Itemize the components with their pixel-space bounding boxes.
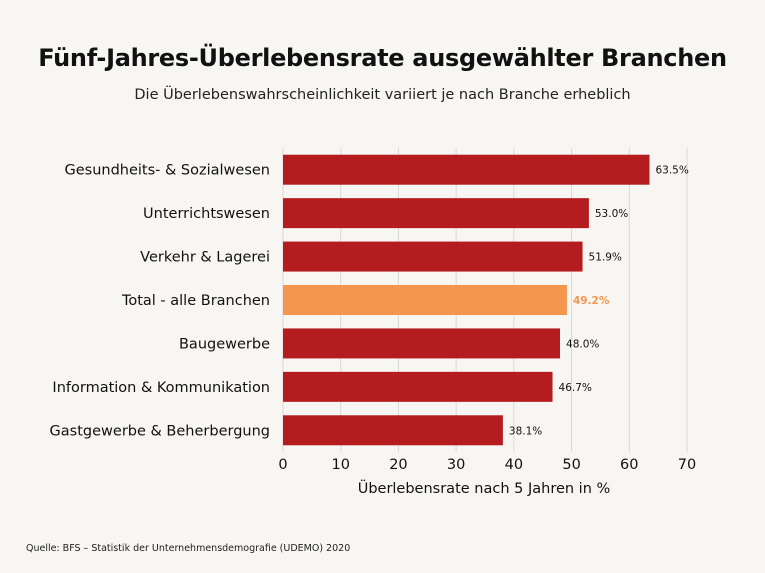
value-label: 53.0% — [595, 208, 628, 220]
source-note: Quelle: BFS – Statistik der Unternehmens… — [26, 543, 351, 554]
bar-0 — [283, 154, 650, 185]
bar-2 — [283, 241, 583, 272]
bar-3 — [283, 285, 567, 315]
value-label: 49.2% — [573, 295, 610, 307]
value-label: 46.7% — [559, 382, 592, 394]
category-labels: Gesundheits- & Sozialwesen Unterrichtswes… — [50, 163, 271, 440]
chart-subtitle: Die Überlebenswahrscheinlichkeit variier… — [134, 87, 631, 103]
x-tick-70: 70 — [678, 457, 696, 473]
bars — [283, 154, 650, 446]
bar-4 — [283, 328, 561, 359]
x-tick-60: 60 — [620, 457, 638, 473]
x-tick-50: 50 — [562, 457, 580, 473]
bar-5 — [283, 371, 553, 402]
chart-title: Fünf-Jahres-Überlebensrate ausgewählter … — [38, 44, 727, 72]
category-label: Baugewerbe — [179, 336, 270, 352]
x-axis-label: Überlebensrate nach 5 Jahren in % — [358, 479, 611, 497]
x-tick-40: 40 — [505, 457, 523, 473]
category-label: Information & Kommunikation — [52, 380, 270, 396]
category-label: Verkehr & Lagerei — [140, 250, 270, 266]
category-label: Gesundheits- & Sozialwesen — [64, 163, 270, 179]
x-tick-30: 30 — [447, 457, 465, 473]
category-label: Unterrichtswesen — [143, 206, 270, 222]
category-label: Total - alle Branchen — [121, 293, 270, 309]
x-tick-labels: 0 10 20 30 40 50 60 70 — [278, 457, 696, 473]
value-label: 63.5% — [655, 165, 688, 177]
value-label: 51.9% — [589, 252, 622, 264]
bar-6 — [283, 415, 503, 446]
category-label: Gastgewerbe & Beherbergung — [50, 423, 270, 439]
x-tick-10: 10 — [331, 457, 349, 473]
bar-1 — [283, 198, 589, 229]
value-label: 48.0% — [566, 338, 599, 350]
x-tick-0: 0 — [278, 457, 287, 473]
x-tick-20: 20 — [389, 457, 407, 473]
value-label: 38.1% — [509, 425, 542, 437]
value-labels: 63.5% 53.0% 51.9% 49.2% 48.0% 46.7% 38.1% — [509, 165, 689, 438]
